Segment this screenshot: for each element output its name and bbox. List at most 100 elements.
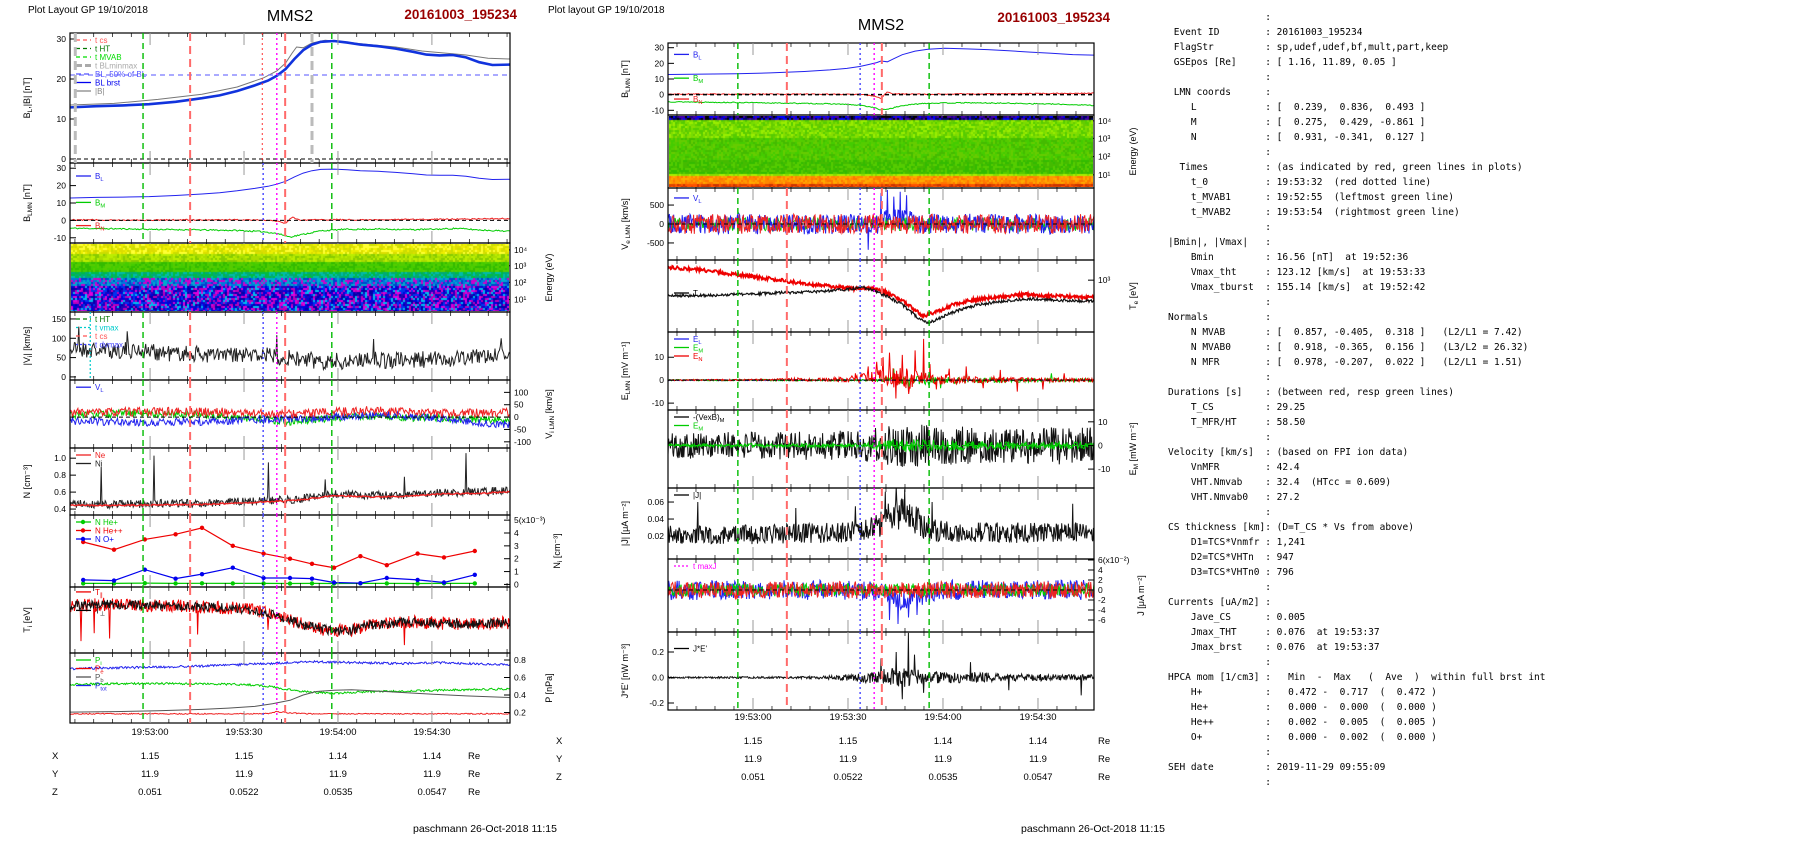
svg-text:100: 100 xyxy=(52,333,66,343)
svg-text:BM: BM xyxy=(95,198,105,209)
svg-text:0.2: 0.2 xyxy=(652,647,664,657)
svg-text:0.6: 0.6 xyxy=(514,673,526,683)
svg-text:Ni: Ni xyxy=(95,460,103,469)
row-value: 1.15 xyxy=(743,736,763,747)
svg-text:10²: 10² xyxy=(1098,152,1110,162)
svg-text:0.8: 0.8 xyxy=(54,470,66,480)
svg-text:EM: EM xyxy=(693,422,703,433)
svg-text:Pb: Pb xyxy=(95,673,104,684)
svg-text:J [μA m⁻²]: J [μA m⁻²] xyxy=(1136,575,1146,615)
svg-text:t HT: t HT xyxy=(95,315,110,324)
row-unit: Re xyxy=(1098,736,1111,747)
figure-credit: paschmann 26-Oct-2018 11:15 xyxy=(413,823,557,835)
row-value: 11.9 xyxy=(934,754,952,765)
svg-text:Pe: Pe xyxy=(95,665,104,676)
svg-text:0.8: 0.8 xyxy=(514,655,526,665)
svg-text:EN: EN xyxy=(693,352,703,363)
svg-text:50: 50 xyxy=(514,400,524,410)
svg-text:150: 150 xyxy=(52,314,66,324)
row-value: 1.14 xyxy=(933,736,953,747)
svg-text:t cs: t cs xyxy=(95,36,107,45)
row-label: X xyxy=(52,751,59,762)
row-unit: Re xyxy=(468,751,481,762)
svg-text:Vi LMN [km/s]: Vi LMN [km/s] xyxy=(544,389,556,438)
svg-text:2: 2 xyxy=(1098,575,1103,585)
svg-text:Energy (eV): Energy (eV) xyxy=(544,253,554,301)
svg-text:0: 0 xyxy=(659,375,664,385)
svg-text:1.0: 1.0 xyxy=(54,453,66,463)
svg-text:Energy (eV): Energy (eV) xyxy=(1128,127,1138,175)
time-tick: 19:53:30 xyxy=(225,727,263,738)
svg-text:20: 20 xyxy=(655,58,665,68)
time-tick: 19:53:00 xyxy=(131,727,169,738)
row-unit: Re xyxy=(468,787,481,798)
svg-text:10³: 10³ xyxy=(1098,133,1110,143)
time-tick: 19:54:00 xyxy=(924,712,962,723)
svg-text:Ptot: Ptot xyxy=(95,682,107,693)
svg-text:BL: BL xyxy=(95,172,104,183)
svg-text:t BLminmax: t BLminmax xyxy=(95,62,137,71)
svg-text:-100: -100 xyxy=(514,437,531,447)
svg-text:Te [eV]: Te [eV] xyxy=(1128,282,1140,310)
time-tick: 19:53:00 xyxy=(734,712,772,723)
svg-text:-10: -10 xyxy=(1098,464,1111,474)
figure-title: MMS2 xyxy=(266,8,314,25)
svg-text:0: 0 xyxy=(1098,585,1103,595)
svg-text:0.04: 0.04 xyxy=(647,514,664,524)
svg-text:10²: 10² xyxy=(514,277,526,287)
svg-text:t maxJ: t maxJ xyxy=(693,562,717,571)
svg-text:2: 2 xyxy=(514,554,519,564)
svg-text:0: 0 xyxy=(514,412,519,422)
svg-text:0: 0 xyxy=(61,372,66,382)
svg-text:J*E': J*E' xyxy=(693,645,707,654)
row-label: X xyxy=(556,736,563,747)
svg-text:10: 10 xyxy=(57,114,67,124)
layout-label: Plot Layout GP 19/10/2018 xyxy=(28,5,148,16)
svg-text:30: 30 xyxy=(655,43,665,53)
svg-text:0: 0 xyxy=(61,215,66,225)
row-unit: Re xyxy=(1098,754,1111,765)
svg-text:N [cm⁻³]: N [cm⁻³] xyxy=(22,465,32,499)
svg-text:30: 30 xyxy=(57,34,67,44)
layout-label: Plot layout GP 19/10/2018 xyxy=(548,5,665,16)
svg-text:10¹: 10¹ xyxy=(514,295,526,305)
svg-text:0.6: 0.6 xyxy=(54,487,66,497)
svg-text:1: 1 xyxy=(514,567,519,577)
svg-text:VL: VL xyxy=(95,383,104,394)
svg-text:BN: BN xyxy=(95,222,105,233)
svg-text:t vmax: t vmax xyxy=(95,324,119,333)
svg-text:BL,|B| [nT]: BL,|B| [nT] xyxy=(22,78,34,119)
svg-text:BLMN [nT]: BLMN [nT] xyxy=(620,60,632,98)
row-value: 1.14 xyxy=(1028,736,1048,747)
svg-text:0: 0 xyxy=(61,154,66,164)
svg-text:|Vi| [km/s]: |Vi| [km/s] xyxy=(22,327,34,366)
svg-text:-0.2: -0.2 xyxy=(649,698,664,708)
row-label: Y xyxy=(556,754,563,765)
svg-text:BL brst: BL brst xyxy=(95,79,121,88)
svg-text:0.06: 0.06 xyxy=(647,497,664,507)
svg-text:10¹: 10¹ xyxy=(1098,170,1110,180)
time-tick: 19:54:30 xyxy=(1019,712,1057,723)
svg-text:0: 0 xyxy=(514,579,519,589)
row-value: 0.0535 xyxy=(928,772,958,783)
row-value: 0.0547 xyxy=(1023,772,1053,783)
svg-text:-10: -10 xyxy=(54,233,67,243)
row-unit: Re xyxy=(468,769,481,780)
svg-text:Pi: Pi xyxy=(95,656,102,667)
row-value: 11.9 xyxy=(423,769,441,780)
svg-text:BM: BM xyxy=(693,74,703,85)
event-id: 20161003_195234 xyxy=(404,7,517,22)
row-value: 1.14 xyxy=(328,751,348,762)
svg-text:N He++: N He++ xyxy=(95,527,123,536)
svg-text:N O+: N O+ xyxy=(95,535,114,544)
svg-text:4: 4 xyxy=(514,528,519,538)
svg-text:100: 100 xyxy=(514,387,528,397)
row-value: 1.15 xyxy=(140,751,160,762)
row-value: 0.0547 xyxy=(417,787,447,798)
svg-text:3: 3 xyxy=(514,541,519,551)
